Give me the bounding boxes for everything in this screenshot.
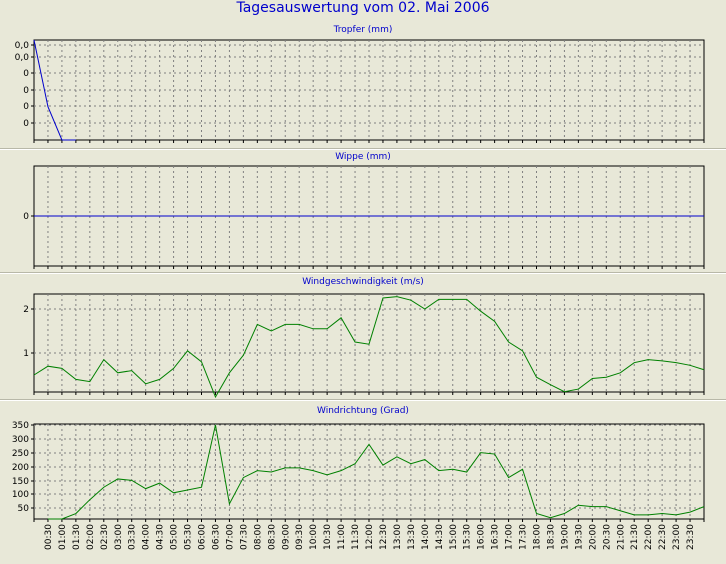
x-tick-label: 05:30	[184, 524, 194, 550]
x-tick-label: 16:00	[477, 524, 487, 550]
series-tropfer	[33, 39, 76, 141]
y-tick-label: 0,0	[15, 41, 30, 51]
x-tick-label: 19:00	[560, 524, 570, 550]
x-tick-label: 11:00	[337, 524, 347, 550]
x-tick-label: 03:00	[114, 524, 124, 550]
series-windgeschwindigkeit	[33, 296, 705, 399]
y-tick-label: 0	[23, 86, 29, 96]
x-tick-label: 18:00	[533, 524, 543, 550]
x-tick-label: 21:00	[616, 524, 626, 550]
x-tick-label: 11:30	[351, 524, 361, 550]
x-tick-label: 04:30	[156, 524, 166, 550]
x-tick-label: 20:00	[588, 524, 598, 550]
x-tick-label: 04:00	[142, 524, 152, 550]
x-tick-label: 15:30	[463, 524, 473, 550]
x-tick-label: 13:00	[393, 524, 403, 550]
x-tick-label: 08:30	[267, 524, 277, 550]
x-tick-label: 10:00	[309, 524, 319, 550]
y-tick-label: 150	[12, 477, 29, 487]
x-tick-label: 23:30	[686, 524, 696, 550]
x-tick-label: 03:30	[128, 524, 138, 550]
x-tick-label: 02:00	[86, 524, 96, 550]
panel-divider	[0, 272, 726, 274]
y-tick-label: 50	[18, 504, 30, 514]
x-tick-label: 17:30	[519, 524, 529, 550]
x-tick-label: 23:00	[672, 524, 682, 550]
x-tick-label: 05:00	[170, 524, 180, 550]
x-tick-label: 01:00	[58, 524, 68, 550]
y-tick-label: 250	[12, 449, 29, 459]
y-tick-label: 0	[23, 212, 29, 222]
x-tick-label: 12:30	[379, 524, 389, 550]
x-tick-label: 00:30	[44, 524, 54, 550]
x-tick-label: 17:00	[505, 524, 515, 550]
y-tick-label: 200	[12, 463, 29, 473]
x-tick-label: 22:00	[644, 524, 654, 550]
x-tick-label: 07:30	[239, 524, 249, 550]
chart-title-wippe: Wippe (mm)	[335, 152, 391, 162]
x-tick-label: 01:30	[72, 524, 82, 550]
x-tick-label: 16:30	[491, 524, 501, 550]
page-title: Tagesauswertung vom 02. Mai 2006	[236, 0, 490, 16]
panel-divider	[0, 399, 726, 401]
y-tick-label: 1	[23, 349, 29, 359]
x-tick-label: 08:00	[253, 524, 263, 550]
chart-title-windrichtung: Windrichtung (Grad)	[317, 406, 409, 416]
y-tick-label: 0	[23, 69, 29, 79]
x-tick-label: 19:30	[574, 524, 584, 550]
x-tick-label: 09:00	[281, 524, 291, 550]
y-tick-label: 2	[23, 305, 29, 315]
x-tick-label: 09:30	[295, 524, 305, 550]
x-tick-label: 06:00	[198, 524, 208, 550]
x-tick-label: 02:30	[100, 524, 110, 550]
y-tick-label: 300	[12, 435, 29, 445]
chart-title-windgeschwindigkeit: Windgeschwindigkeit (m/s)	[302, 277, 424, 287]
x-tick-label: 15:00	[449, 524, 459, 550]
series-windrichtung	[47, 424, 705, 520]
x-tick-label: 22:30	[658, 524, 668, 550]
y-tick-label: 350	[12, 421, 29, 431]
x-tick-label: 14:00	[421, 524, 431, 550]
x-tick-label: 13:30	[407, 524, 417, 550]
x-tick-label: 07:00	[225, 524, 235, 550]
y-tick-label: 0,0	[15, 53, 30, 63]
x-tick-label: 20:30	[602, 524, 612, 550]
x-tick-label: 21:30	[630, 524, 640, 550]
x-tick-label: 18:30	[546, 524, 556, 550]
x-tick-label: 06:30	[211, 524, 221, 550]
y-tick-label: 100	[12, 490, 29, 500]
x-tick-label: 12:00	[365, 524, 375, 550]
y-tick-label: 0	[23, 119, 29, 129]
panel-divider	[0, 148, 726, 150]
x-tick-label: 10:30	[323, 524, 333, 550]
chart-title-tropfer: Tropfer (mm)	[333, 25, 393, 35]
y-tick-label: 0	[23, 102, 29, 112]
x-tick-label: 14:30	[435, 524, 445, 550]
